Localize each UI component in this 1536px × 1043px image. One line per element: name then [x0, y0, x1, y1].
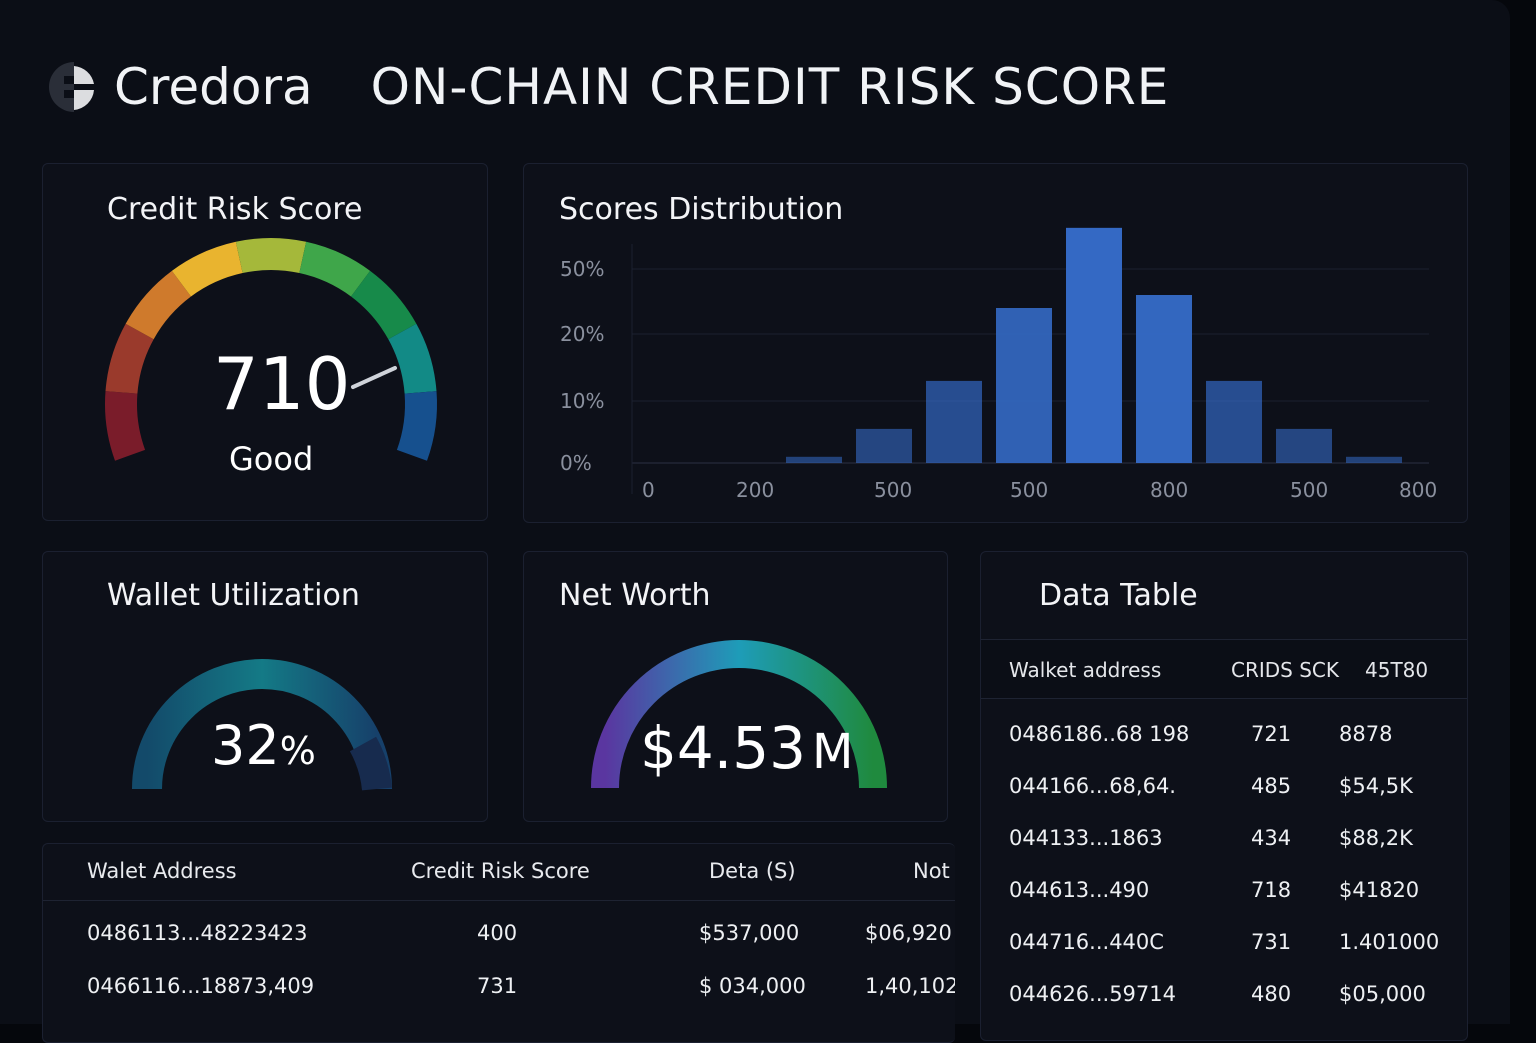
table-cell: 485 — [1251, 774, 1292, 798]
chart-title: Scores Distribution — [559, 192, 844, 227]
gauge-segment — [105, 391, 146, 461]
scores-distribution-card: Scores Distribution 0% 10% 20% 50% 0 200 500 50… — [523, 163, 1468, 523]
gauge-segment — [298, 241, 371, 297]
wallet-table-card: Walet Address Credit Risk Score Deta (S) No… — [42, 843, 955, 1043]
y-tick-label: 50% — [560, 257, 605, 281]
table-cell: 718 — [1251, 878, 1292, 902]
column-header[interactable]: Not — [913, 859, 950, 883]
table-cell: $41820 — [1339, 878, 1420, 902]
credit-score-card: Credit Risk Score 710 Good — [42, 163, 488, 521]
y-tick-label: 10% — [560, 389, 605, 413]
column-header[interactable]: Deta (S) — [709, 859, 796, 883]
table-cell: 044626...59714 — [1009, 982, 1176, 1006]
net-worth-value: $4.53 M — [640, 714, 853, 782]
net-worth-gauge — [591, 640, 887, 789]
card-title: Data Table — [1039, 578, 1198, 613]
table-cell: 044166...68,64. — [1009, 774, 1176, 798]
gauge-segment — [388, 323, 437, 395]
score-rating: Good — [229, 440, 314, 478]
table-cell: 0486113...48223423 — [87, 921, 308, 945]
header: Credora ON-CHAIN CREDIT RISK SCORE — [44, 58, 1169, 116]
utilization-unit: % — [279, 729, 316, 773]
y-tick-label: 20% — [560, 322, 605, 346]
x-tick-label: 500 — [1010, 478, 1049, 502]
table-cell: 8878 — [1339, 722, 1393, 746]
bar[interactable] — [996, 308, 1052, 463]
distribution-chart — [631, 227, 1429, 494]
table-cell: 480 — [1251, 982, 1292, 1006]
table-cell: 1,40,102 — [865, 974, 955, 998]
table-cell: 044613...490 — [1009, 878, 1150, 902]
gauge-segment — [105, 323, 154, 395]
brand-name: Credora — [114, 58, 313, 116]
table-cell: 731 — [477, 974, 518, 998]
table-cell: $537,000 — [699, 921, 800, 945]
table-header-bg — [981, 639, 1467, 699]
y-tick-label: 0% — [560, 451, 592, 475]
page-title: ON-CHAIN CREDIT RISK SCORE — [370, 58, 1170, 116]
x-tick-label: 800 — [1150, 478, 1189, 502]
bar[interactable] — [1346, 456, 1402, 463]
column-header[interactable]: 45T80 — [1365, 658, 1429, 682]
bar[interactable] — [856, 428, 912, 463]
x-tick-label: 500 — [874, 478, 913, 502]
table-cell: 0486186..68 198 — [1009, 722, 1190, 746]
table-cell: 731 — [1251, 930, 1292, 954]
x-tick-label: 0 — [642, 478, 655, 502]
gauge-needle — [351, 366, 397, 389]
gauge-segment — [235, 238, 307, 274]
net-worth-number: $4.53 — [640, 714, 807, 782]
bar[interactable] — [1066, 227, 1122, 463]
credit-score-gauge — [105, 238, 437, 461]
column-header[interactable]: CRIDS SCK — [1231, 658, 1339, 682]
table-cell: 434 — [1251, 826, 1292, 850]
x-tick-label: 800 — [1399, 478, 1438, 502]
bar[interactable] — [926, 380, 982, 463]
data-table-card: Data Table Walket address CRIDS SCK 45T80 0… — [980, 551, 1468, 1041]
table-cell: 400 — [477, 921, 518, 945]
utilization-number: 32 — [211, 714, 280, 777]
bar[interactable] — [786, 456, 842, 463]
column-header[interactable]: Credit Risk Score — [411, 859, 590, 883]
x-tick-label: 200 — [736, 478, 775, 502]
table-cell: 1.401000 — [1339, 930, 1440, 954]
utilization-gauge — [132, 659, 392, 791]
card-title: Credit Risk Score — [107, 192, 363, 227]
table-cell: 0466116...18873,409 — [87, 974, 315, 998]
gauge-segment — [396, 391, 437, 461]
column-header[interactable]: Walket address — [1009, 658, 1162, 682]
score-value: 710 — [213, 342, 351, 426]
table-cell: 044133...1863 — [1009, 826, 1163, 850]
utilization-value: 32% — [211, 714, 316, 777]
card-title: Wallet Utilization — [107, 578, 360, 613]
bar[interactable] — [1276, 428, 1332, 463]
table-cell: 044716...440C — [1009, 930, 1164, 954]
x-tick-label: 500 — [1290, 478, 1329, 502]
net-worth-unit: M — [812, 724, 854, 780]
divider — [43, 900, 955, 901]
wallet-utilization-card: Wallet Utilization 32% — [42, 551, 488, 822]
table-cell: $88,2K — [1339, 826, 1413, 850]
gauge-segment — [171, 241, 244, 297]
table-cell: $05,000 — [1339, 982, 1426, 1006]
table-cell: $06,920 — [865, 921, 952, 945]
column-header[interactable]: Walet Address — [87, 859, 237, 883]
gauge-segment — [125, 270, 192, 340]
table-cell: $ 034,000 — [699, 974, 806, 998]
credora-logo-icon — [48, 62, 94, 112]
table-cell: $54,5K — [1339, 774, 1413, 798]
gauge-segment — [350, 270, 417, 340]
bar[interactable] — [1136, 295, 1192, 463]
table-cell: 721 — [1251, 722, 1292, 746]
net-worth-card: Net Worth $4.53 M — [523, 551, 948, 822]
card-title: Net Worth — [559, 578, 711, 613]
bar[interactable] — [1206, 380, 1262, 463]
